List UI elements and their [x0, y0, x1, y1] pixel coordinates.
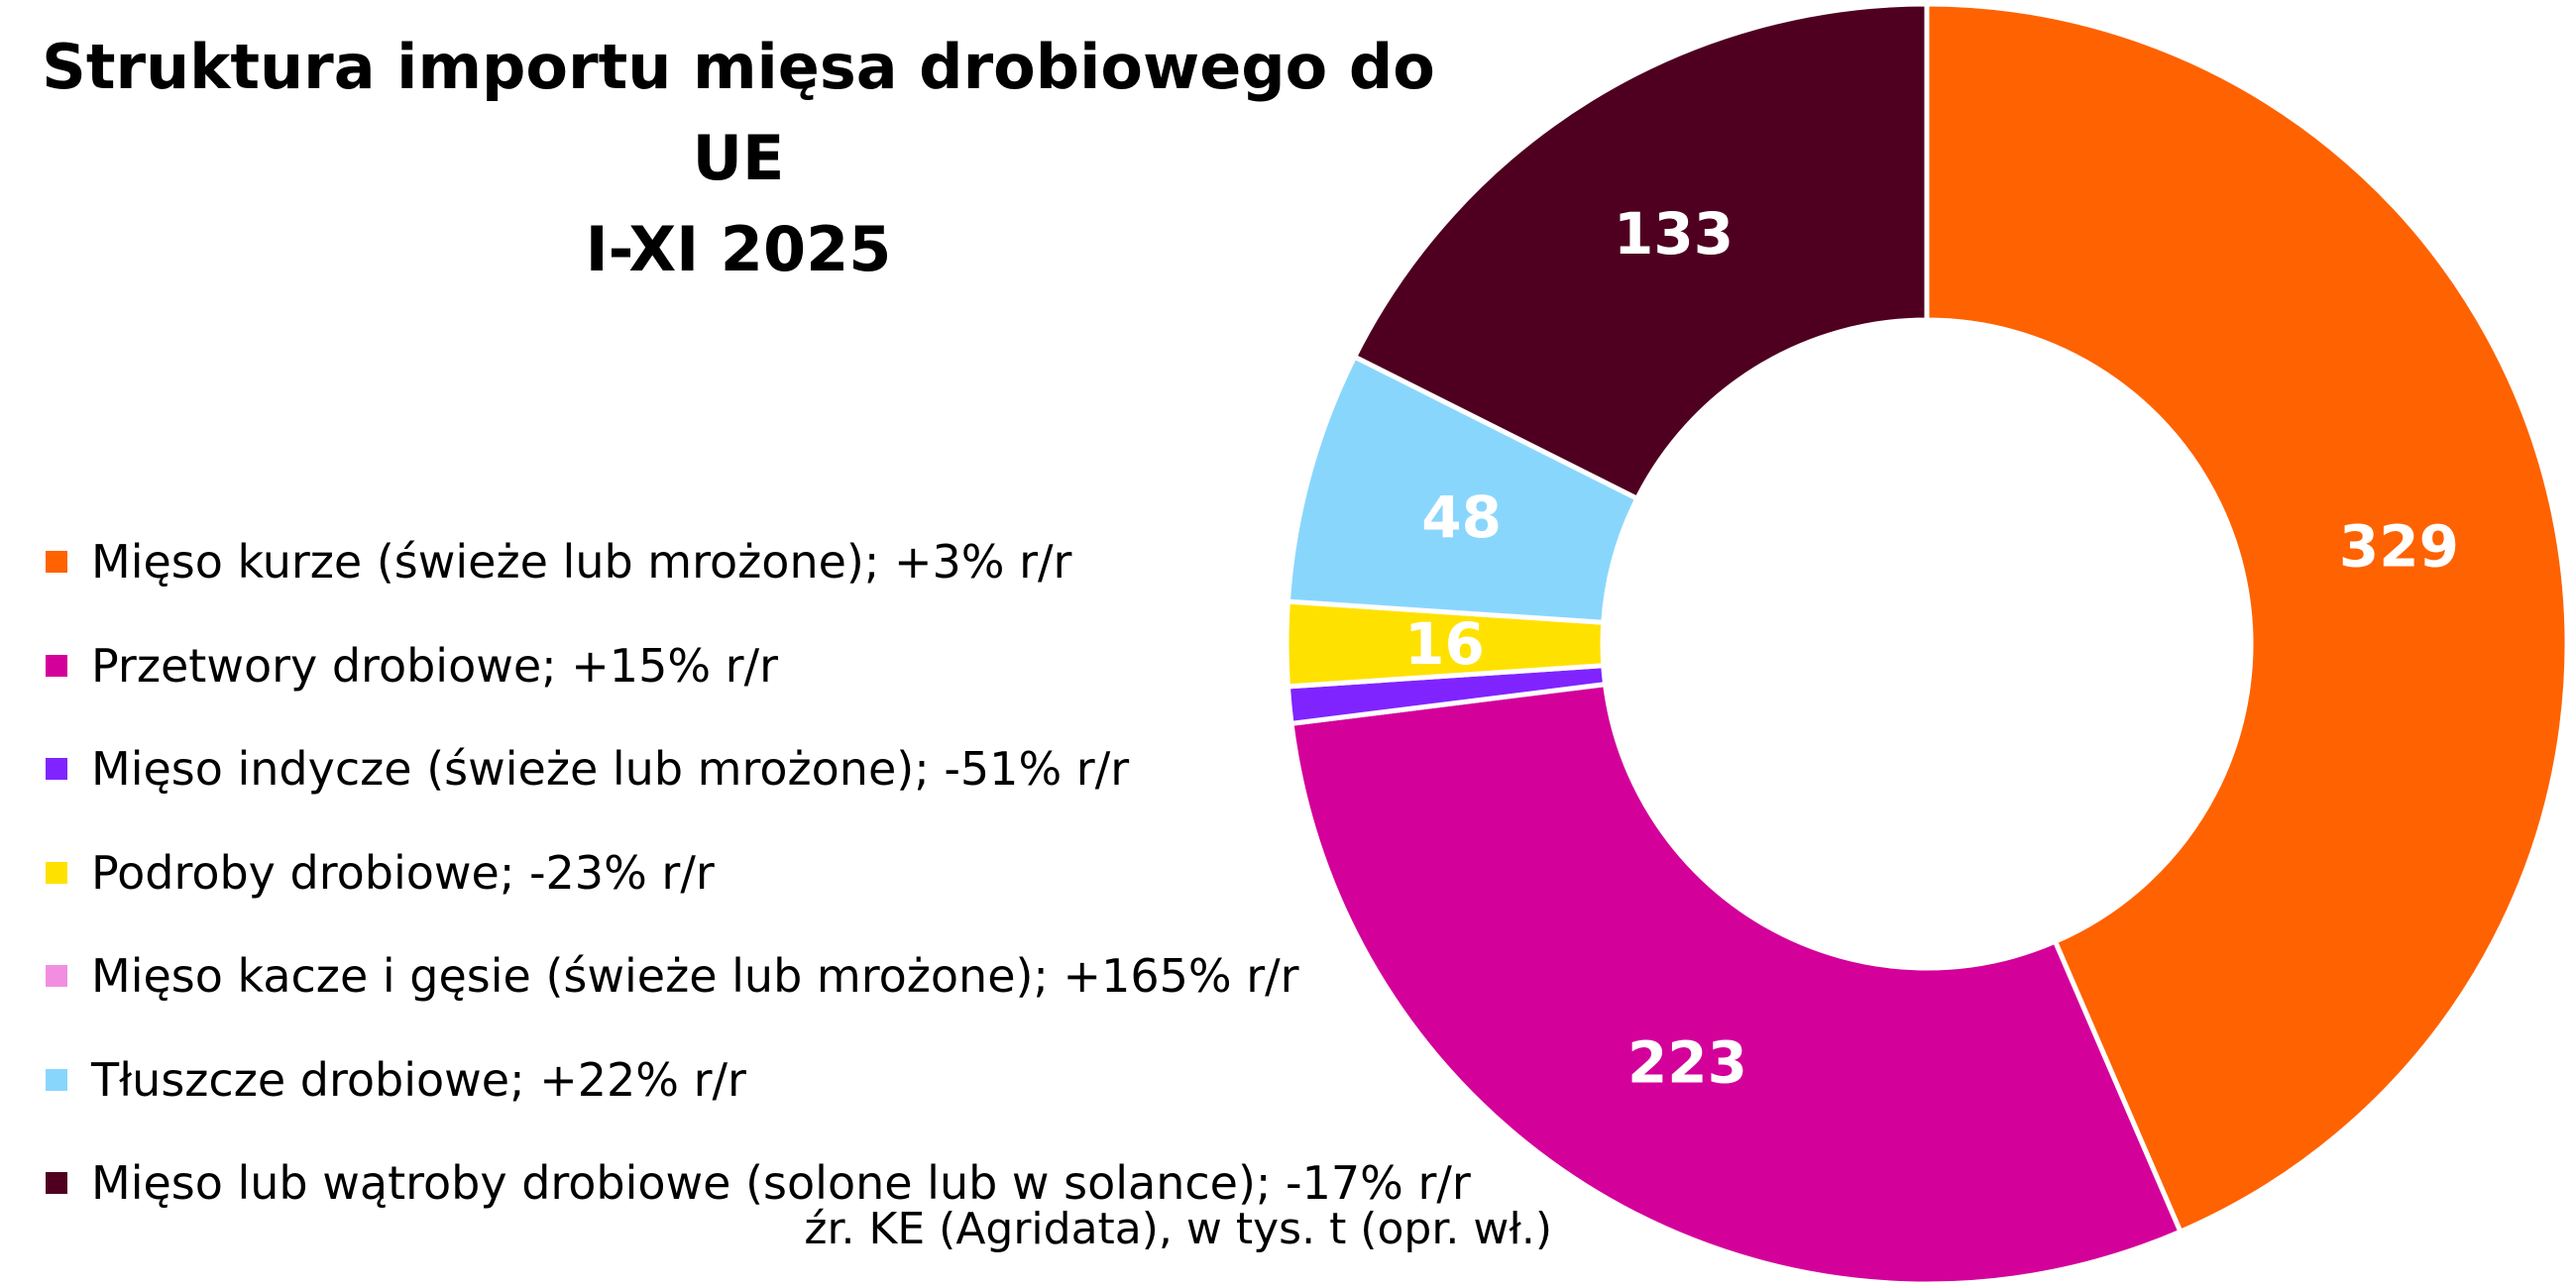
- legend-marker: [46, 1068, 67, 1091]
- donut-slice: [1288, 681, 2184, 1287]
- legend-marker: [46, 758, 67, 781]
- legend-item: Podroby drobiowe; -23% r/r: [46, 821, 1471, 925]
- donut-slice: [1924, 1, 2570, 1235]
- legend-label: Tłuszcze drobiowe; +22% r/r: [91, 1052, 746, 1107]
- legend-label: Podroby drobiowe; -23% r/r: [91, 845, 715, 900]
- legend-label: Mięso lub wątroby drobiowe (solone lub w…: [91, 1156, 1471, 1211]
- slice-data-label: 133: [1614, 200, 1734, 268]
- legend-item: Mięso indycze (świeże lub mrożone); -51%…: [46, 717, 1471, 821]
- legend-item: Mięso kacze i gęsie (świeże lub mrożone)…: [46, 924, 1471, 1028]
- legend-label: Mięso kurze (świeże lub mrożone); +3% r/…: [91, 535, 1072, 590]
- donut-slice: [1351, 1, 1930, 502]
- legend-item: Przetwory drobiowe; +15% r/r: [46, 614, 1471, 718]
- legend-marker: [46, 1172, 67, 1195]
- legend-label: Mięso kacze i gęsie (świeże lub mrożone)…: [91, 949, 1299, 1004]
- legend-marker: [46, 654, 67, 677]
- legend-marker: [46, 551, 67, 574]
- slice-data-label: 48: [1421, 483, 1502, 551]
- chart-title-line-1: Struktura importu mięsa drobiowego do UE: [42, 31, 1435, 194]
- chart-title: Struktura importu mięsa drobiowego do UE…: [0, 22, 1477, 295]
- legend-item: Mięso lub wątroby drobiowe (solone lub w…: [46, 1131, 1471, 1235]
- legend-label: Przetwory drobiowe; +15% r/r: [91, 638, 778, 693]
- legend-item: Tłuszcze drobiowe; +22% r/r: [46, 1028, 1471, 1132]
- slice-data-label: 223: [1627, 1028, 1747, 1096]
- legend: Mięso kurze (świeże lub mrożone); +3% r/…: [46, 510, 1471, 1235]
- slice-data-label: 329: [2339, 513, 2459, 581]
- source-note: źr. KE (Agridata), w tys. t (opr. wł.): [804, 1204, 1552, 1254]
- legend-item: Mięso kurze (świeże lub mrożone); +3% r/…: [46, 510, 1471, 614]
- slice-data-label: 16: [1404, 610, 1485, 678]
- legend-marker: [46, 861, 67, 884]
- legend-marker: [46, 965, 67, 988]
- chart-title-line-2: I-XI 2025: [585, 213, 892, 285]
- legend-label: Mięso indycze (świeże lub mrożone); -51%…: [91, 742, 1130, 797]
